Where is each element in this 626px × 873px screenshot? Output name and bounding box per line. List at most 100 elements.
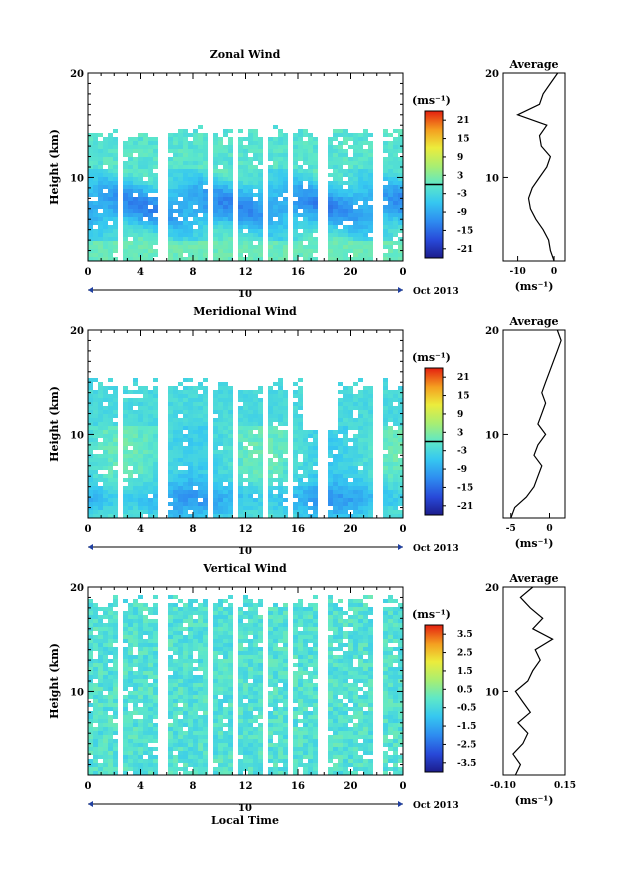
meridional-heatmap-cell [193,430,198,434]
vertical-heatmap-cell [253,659,258,663]
zonal-heatmap-cell [103,197,108,201]
vertical-heatmap-cell [273,619,278,623]
zonal-heatmap-cell [228,181,233,185]
meridional-heatmap-cell [278,398,283,402]
meridional-heatmap-cell [183,486,188,490]
vertical-heatmap-cell [238,695,243,699]
vertical-heatmap-cell [188,607,193,611]
vertical-heatmap-cell [253,639,258,643]
meridional-heatmap-cell [128,458,133,462]
vertical-heatmap-cell [113,667,118,671]
vertical-heatmap-cell [188,639,193,643]
vertical-heatmap-cell [88,603,93,607]
vertical-heatmap-cell [268,607,273,611]
zonal-heatmap-cell [238,157,243,161]
vertical-heatmap-cell [183,731,188,735]
vertical-heatmap-cell [188,631,193,635]
zonal-heatmap-cell [363,201,368,205]
meridional-heatmap-cell [238,426,243,430]
zonal-heatmap-cell [113,249,118,253]
meridional-heatmap-cell [258,434,263,438]
meridional-heatmap-cell [178,402,183,406]
meridional-heatmap-cell [128,486,133,490]
meridional-heatmap-cell [198,382,203,386]
vertical-heatmap-cell [128,619,133,623]
meridional-heatmap-cell [388,458,393,462]
meridional-heatmap-cell [128,418,133,422]
vertical-heatmap-cell [128,607,133,611]
vertical-heatmap-cell [123,715,128,719]
vertical-heatmap-cell [183,619,188,623]
zonal-heatmap-cell [283,149,288,153]
meridional-heatmap-cell [278,394,283,398]
zonal-heatmap-cell [248,181,253,185]
meridional-heatmap-cell [338,458,343,462]
meridional-heatmap-cell [248,454,253,458]
vertical-heatmap-cell [203,715,208,719]
vertical-heatmap-cell [223,623,228,627]
vertical-heatmap-cell [153,683,158,687]
zonal-heatmap-cell [213,133,218,137]
meridional-heatmap-cell [148,466,153,470]
vertical-heatmap-cell [198,751,203,755]
zonal-heatmap-cell [248,141,253,145]
vertical-heatmap-cell [243,663,248,667]
vertical-heatmap-cell [143,643,148,647]
vertical-heatmap-cell [93,691,98,695]
zonal-heatmap-cell [248,225,253,229]
zonal-heatmap-cell [88,169,93,173]
zonal-heatmap-cell [148,213,153,217]
zonal-colorbar-tick-label: -15 [457,226,473,236]
meridional-heatmap-cell [313,446,318,450]
zonal-heatmap-cell [168,177,173,181]
vertical-heatmap-cell [103,607,108,611]
zonal-heatmap-cell [98,241,103,245]
zonal-heatmap-cell [123,249,128,253]
zonal-heatmap-cell [298,237,303,241]
zonal-heatmap-cell [358,253,363,257]
zonal-heatmap-cell [283,145,288,149]
zonal-heatmap-cell [303,201,308,205]
meridional-heatmap-cell [278,486,283,490]
meridional-heatmap-cell [128,414,133,418]
zonal-heatmap-cell [308,201,313,205]
meridional-heatmap-cell [388,514,393,518]
meridional-heatmap-cell [243,458,248,462]
zonal-heatmap-cell [143,197,148,201]
meridional-heatmap-cell [308,494,313,498]
zonal-heatmap-cell [108,169,113,173]
meridional-heatmap-cell [398,502,403,506]
zonal-heatmap-cell [143,133,148,137]
vertical-heatmap-cell [178,755,183,759]
vertical-heatmap-cell [88,767,93,771]
zonal-heatmap-cell [393,137,398,141]
meridional-heatmap-cell [388,462,393,466]
zonal-heatmap-cell [128,229,133,233]
meridional-heatmap-cell [243,446,248,450]
meridional-heatmap-cell [328,470,333,474]
vertical-heatmap-cell [173,755,178,759]
meridional-heatmap-cell [103,410,108,414]
meridional-heatmap-cell [303,482,308,486]
meridional-heatmap-cell [178,442,183,446]
zonal-heatmap-cell [248,137,253,141]
meridional-heatmap-cell [308,430,313,434]
vertical-heatmap-cell [198,607,203,611]
zonal-heatmap-cell [363,245,368,249]
vertical-heatmap-cell [213,731,218,735]
zonal-heatmap-cell [228,161,233,165]
zonal-heatmap-cell [253,237,258,241]
meridional-heatmap-cell [168,394,173,398]
zonal-heatmap-cell [338,189,343,193]
zonal-heatmap-cell [133,137,138,141]
zonal-heatmap-cell [238,257,243,261]
zonal-heatmap-cell [188,209,193,213]
zonal-heatmap-cell [203,173,208,177]
vertical-heatmap-cell [198,647,203,651]
vertical-heatmap-cell [298,703,303,707]
zonal-heatmap-cell [188,157,193,161]
zonal-heatmap-cell [388,165,393,169]
zonal-heatmap-cell [333,221,338,225]
meridional-heatmap-cell [108,458,113,462]
meridional-heatmap-cell [243,454,248,458]
